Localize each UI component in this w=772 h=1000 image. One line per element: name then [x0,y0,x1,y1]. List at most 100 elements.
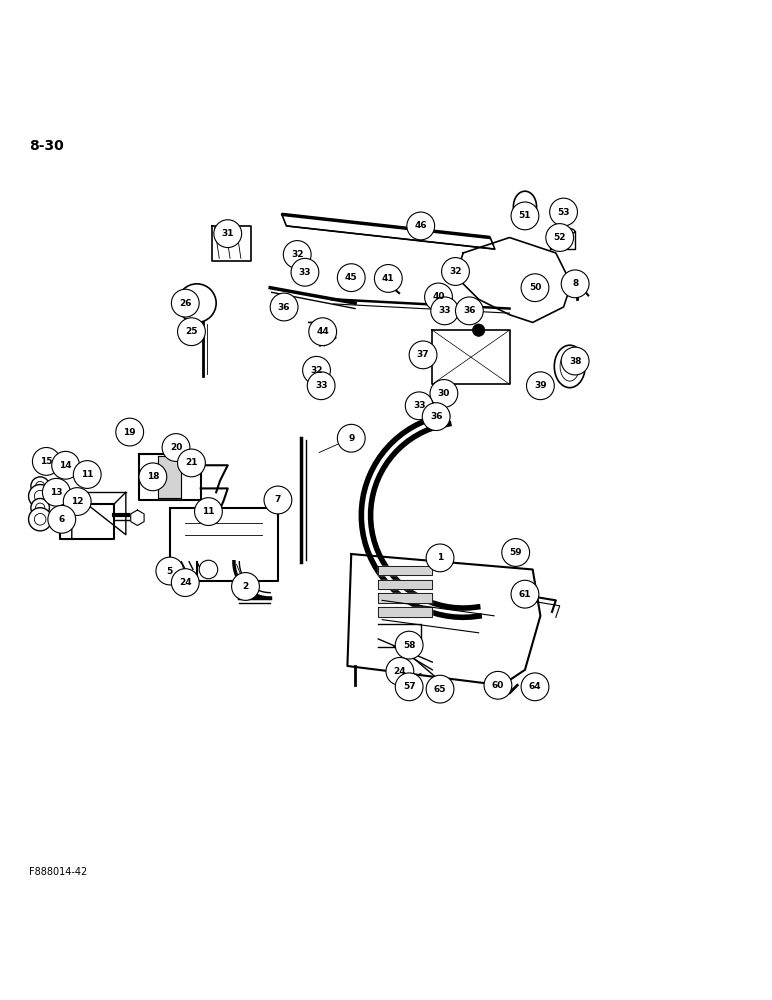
Text: 65: 65 [434,685,446,694]
Text: 12: 12 [71,497,83,506]
Text: 36: 36 [430,412,442,421]
Circle shape [426,544,454,572]
Text: 60: 60 [492,681,504,690]
Circle shape [116,418,144,446]
Circle shape [291,248,303,261]
Text: 40: 40 [432,292,445,301]
Circle shape [29,485,52,508]
Text: 26: 26 [179,299,191,308]
Circle shape [337,424,365,452]
Text: 39: 39 [534,381,547,390]
Polygon shape [378,593,432,603]
Text: 1: 1 [437,553,443,562]
Circle shape [511,202,539,230]
Circle shape [291,258,319,286]
Text: 14: 14 [59,461,72,470]
Ellipse shape [513,191,537,222]
Circle shape [561,347,589,375]
Circle shape [521,274,549,302]
Text: 51: 51 [519,211,531,220]
Circle shape [32,448,60,475]
Text: 59: 59 [510,548,522,557]
Circle shape [270,293,298,321]
Circle shape [407,212,435,240]
Circle shape [309,318,337,346]
Circle shape [426,675,454,703]
Text: 21: 21 [185,458,198,467]
Circle shape [31,477,49,495]
Text: 38: 38 [569,357,581,366]
Text: 33: 33 [438,306,451,315]
Text: 2: 2 [242,582,249,591]
Text: 9: 9 [348,434,354,443]
Circle shape [31,498,49,517]
Text: 11: 11 [202,507,215,516]
Circle shape [550,198,577,226]
Circle shape [472,324,485,336]
Circle shape [171,569,199,596]
Ellipse shape [554,345,585,388]
Polygon shape [170,508,278,581]
Circle shape [386,657,414,685]
Text: 32: 32 [291,250,303,259]
Text: 24: 24 [394,667,406,676]
Circle shape [430,410,442,423]
Circle shape [162,434,190,461]
Text: 53: 53 [557,208,570,217]
Circle shape [303,356,330,384]
Circle shape [395,673,423,701]
Circle shape [405,392,433,420]
Text: 41: 41 [382,274,394,283]
Text: 7: 7 [275,495,281,504]
Polygon shape [550,231,575,249]
Text: 52: 52 [554,233,566,242]
Circle shape [527,372,554,400]
Polygon shape [378,566,432,575]
Circle shape [283,241,311,268]
Ellipse shape [549,227,574,235]
Text: 19: 19 [124,428,136,437]
Polygon shape [60,504,114,539]
Circle shape [449,265,462,278]
Polygon shape [282,214,495,249]
Circle shape [521,673,549,701]
Text: 32: 32 [449,267,462,276]
Circle shape [202,505,215,518]
Text: 31: 31 [222,229,234,238]
Circle shape [561,270,589,298]
Circle shape [178,318,205,346]
Circle shape [139,463,167,491]
Circle shape [264,486,292,514]
Circle shape [178,449,205,477]
Text: 5: 5 [167,567,173,576]
Circle shape [42,478,70,506]
Polygon shape [378,607,432,617]
Circle shape [156,557,184,585]
Circle shape [546,224,574,251]
Polygon shape [130,510,144,525]
Circle shape [374,265,402,292]
Text: 57: 57 [403,682,415,691]
Text: 50: 50 [529,283,541,292]
Text: 25: 25 [185,327,198,336]
Text: 44: 44 [317,327,329,336]
Circle shape [63,488,91,515]
Circle shape [273,494,285,506]
Polygon shape [378,580,432,589]
Text: 45: 45 [345,273,357,282]
Circle shape [214,220,242,248]
Text: 36: 36 [463,306,476,315]
Circle shape [455,297,483,325]
Circle shape [307,372,335,400]
Circle shape [171,289,199,317]
Polygon shape [432,330,510,384]
Text: 64: 64 [529,682,541,691]
Text: 6: 6 [59,515,65,524]
Polygon shape [139,454,201,500]
Circle shape [199,560,218,579]
Text: 46: 46 [415,221,427,230]
Circle shape [511,580,539,608]
Text: 20: 20 [170,443,182,452]
Circle shape [431,297,459,325]
Text: F888014-42: F888014-42 [29,867,87,877]
